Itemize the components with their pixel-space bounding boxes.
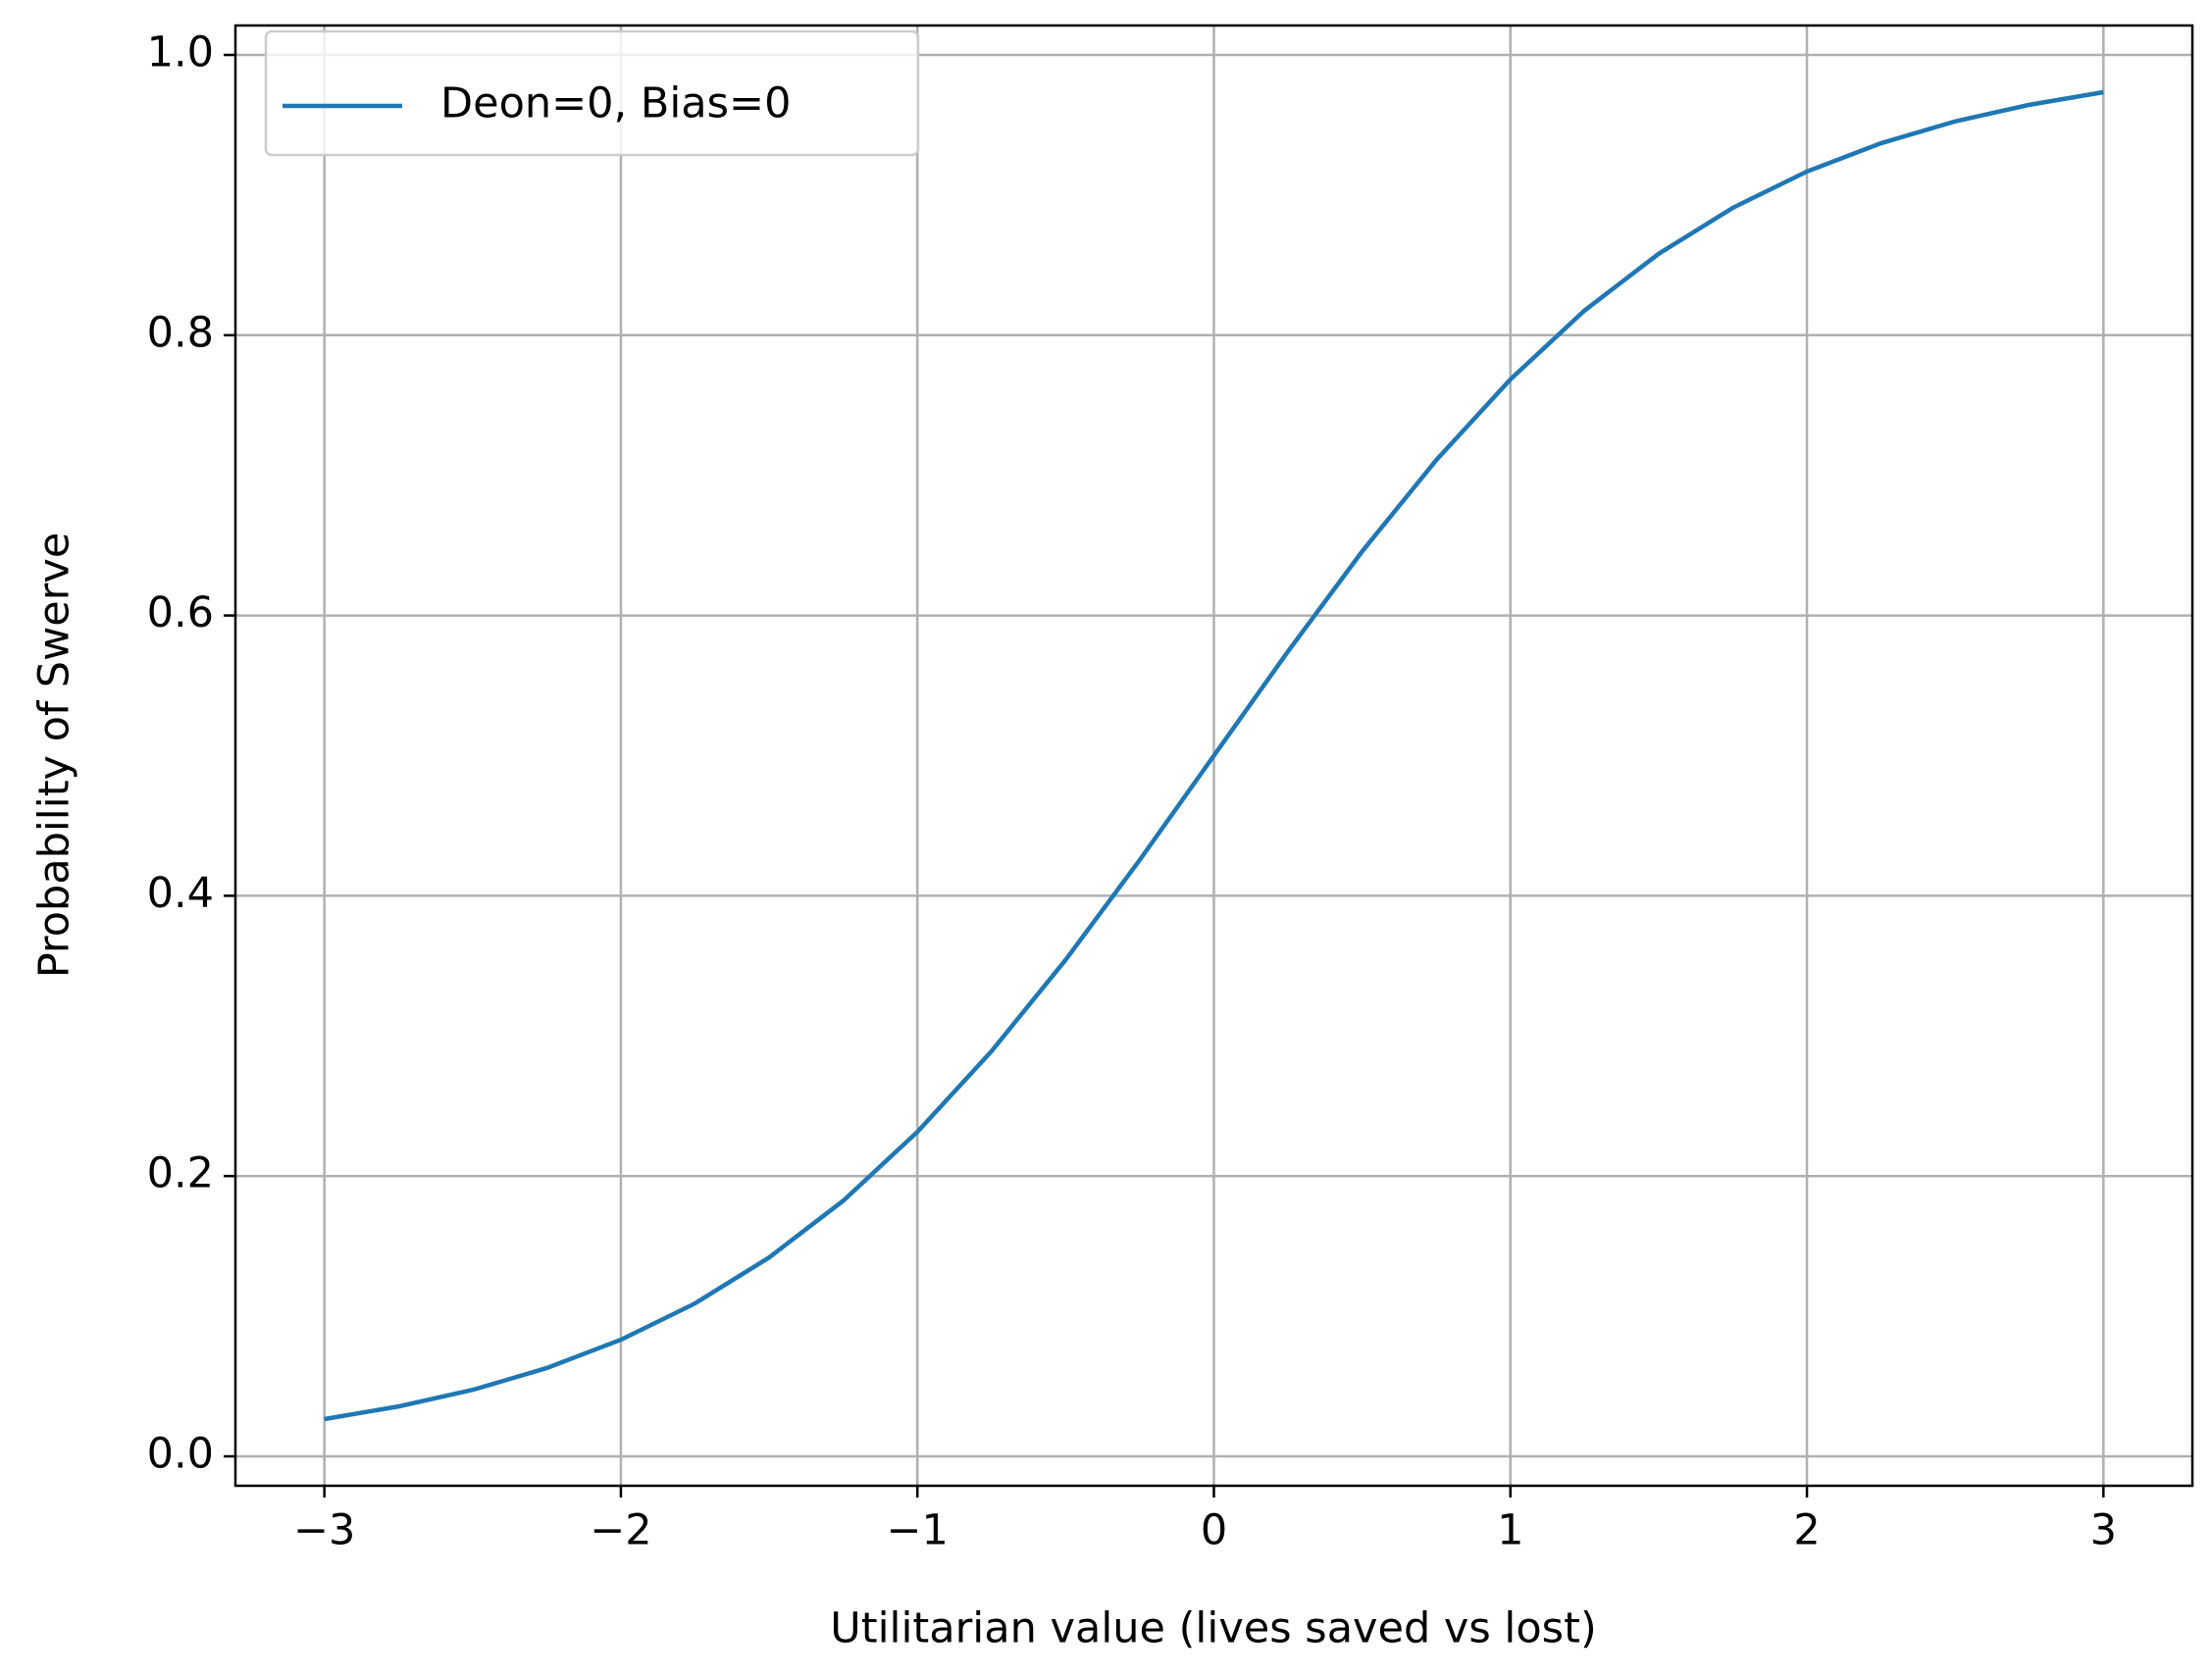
x-tick-label: 3 (2090, 1506, 2117, 1555)
y-tick-label: 0.4 (147, 869, 214, 918)
y-tick-label: 0.0 (147, 1429, 214, 1478)
x-tick-label: −3 (293, 1506, 355, 1555)
legend-box (264, 29, 920, 157)
y-tick-label: 0.8 (147, 308, 214, 357)
x-tick-label: 0 (1201, 1506, 1227, 1555)
x-axis-label: Utilitarian value (lives saved vs lost) (830, 1604, 1596, 1653)
y-tick-label: 1.0 (147, 28, 214, 77)
x-tick-label: −2 (590, 1506, 651, 1555)
y-axis-label: Probability of Swerve (30, 533, 79, 979)
y-tick-label: 0.2 (147, 1149, 214, 1198)
x-tick-label: −1 (887, 1506, 949, 1555)
x-tick-label: 1 (1497, 1506, 1523, 1555)
y-tick-label: 0.6 (147, 588, 214, 637)
plot-frame (233, 24, 2194, 1488)
legend-label: Deon=0, Bias=0 (440, 79, 791, 128)
line-series (324, 89, 2104, 1422)
x-tick-label: 2 (1793, 1506, 1820, 1555)
